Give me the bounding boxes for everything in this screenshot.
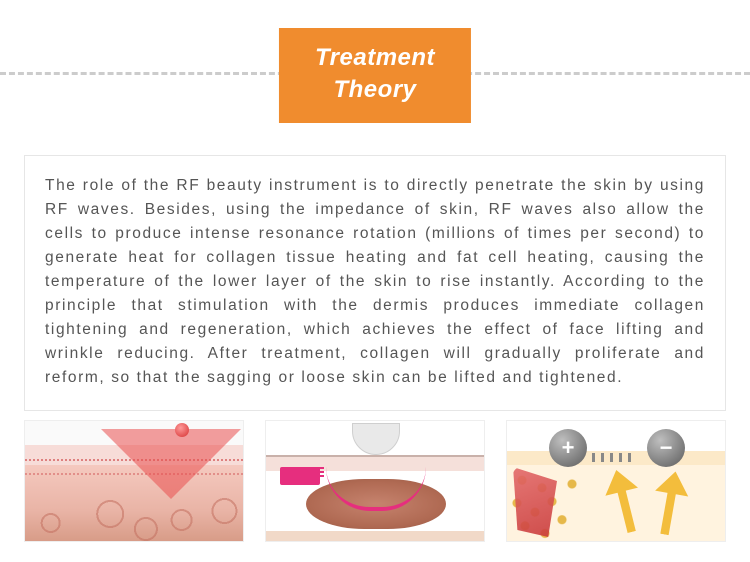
probe-dermis-heating-diagram [265,420,485,542]
description-body: The role of the RF beauty instrument is … [45,174,705,390]
rf-wave-penetration-diagram [24,420,244,542]
negative-electrode-icon: − [647,429,685,467]
diagram-row: + − [24,420,726,542]
section-title-banner: Treatment Theory [279,28,471,123]
pulse-dots-icon [589,449,645,463]
rf-cone-icon [101,429,241,499]
positive-electrode-icon: + [549,429,587,467]
title-line-2: Theory [315,74,435,106]
rf-source-icon [280,467,320,485]
description-card: The role of the RF beauty instrument is … [24,155,726,411]
emitter-dot-icon [175,423,189,437]
title-line-1: Treatment [315,42,435,74]
electrode-fat-cell-diagram: + − [506,420,726,542]
